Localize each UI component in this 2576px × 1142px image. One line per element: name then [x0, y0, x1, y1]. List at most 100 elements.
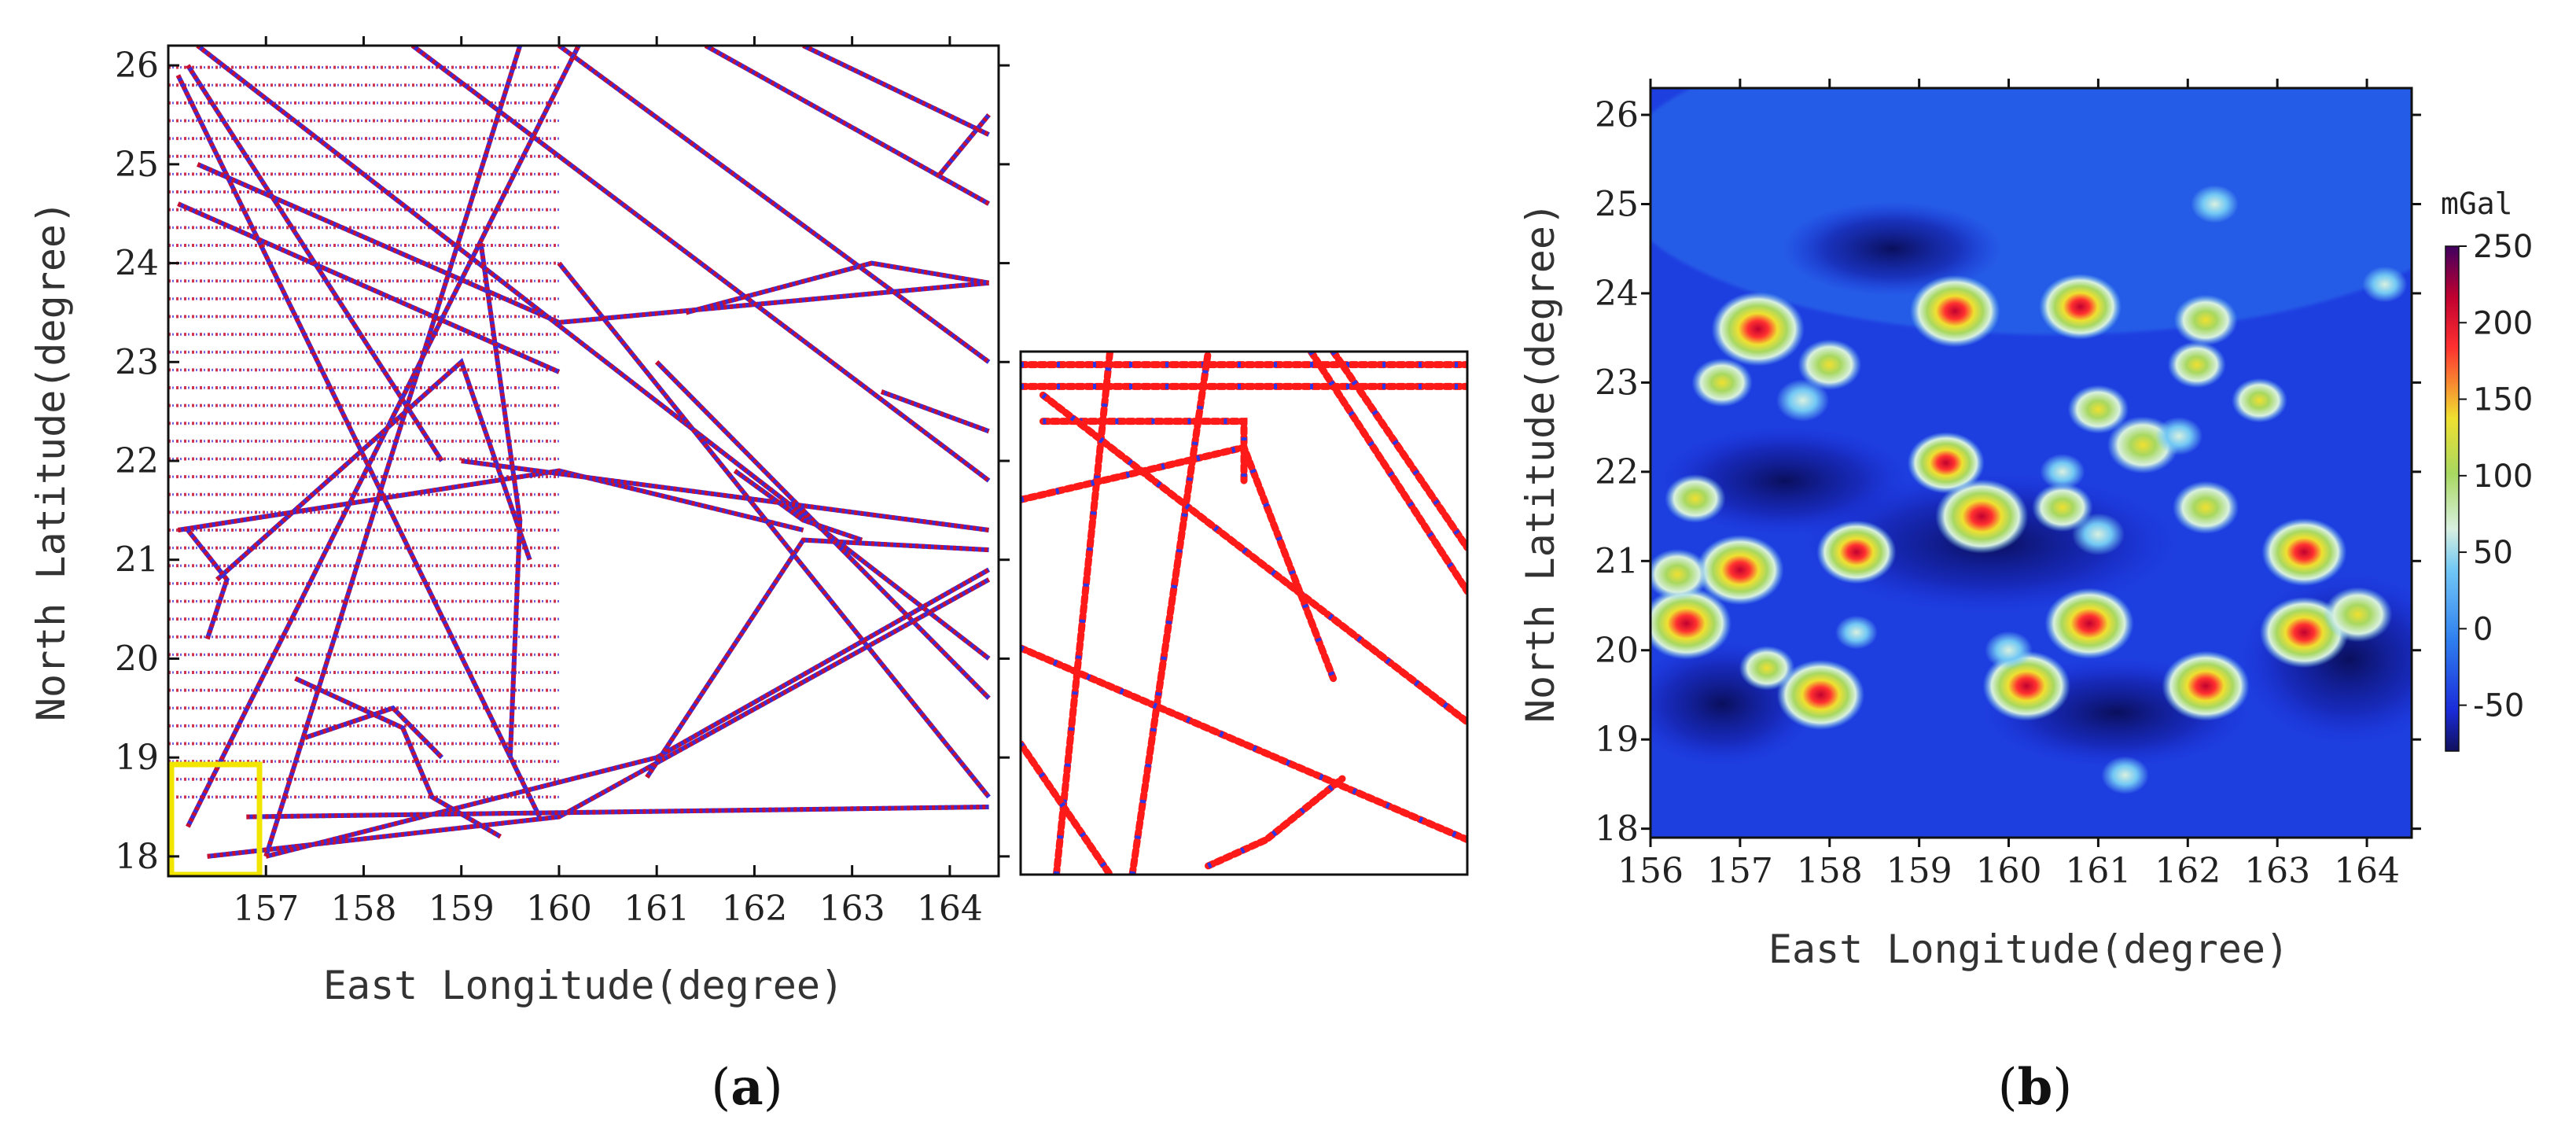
y-tick-label: 25 [115, 145, 159, 185]
y-tick-label: 21 [115, 540, 159, 580]
panel-a-background [168, 46, 999, 876]
anomaly-4 [1691, 358, 1753, 407]
colorbar-gradient [2445, 245, 2460, 752]
panel-label-a: (a) [711, 1058, 782, 1117]
anomaly-26 [1739, 646, 1795, 691]
ship-track-dots-0 [175, 74, 542, 818]
anomaly-13 [1696, 535, 1784, 606]
ship-track-13 [196, 46, 991, 661]
x-tick-label: 159 [1886, 851, 1952, 891]
ship-track-dots-15 [558, 46, 991, 364]
anomaly-3 [2173, 294, 2238, 346]
anomaly-10 [1907, 432, 1985, 494]
anomaly-21 [2323, 587, 2393, 643]
x-tick-label: 157 [233, 889, 299, 929]
colorbar-tick-label: 200 [2473, 305, 2533, 341]
anomaly-35 [2040, 454, 2085, 490]
ship-track-dots-25 [186, 529, 230, 640]
x-tick-label: 161 [624, 889, 690, 929]
ship-track-dots-4 [186, 64, 444, 462]
x-tick-label: 162 [2155, 851, 2221, 891]
anomaly-25 [2155, 417, 2203, 455]
colorbar-tick-label: 50 [2473, 535, 2513, 571]
inset-track-4 [1128, 352, 1213, 875]
panel-label-b: (b) [1998, 1058, 2073, 1117]
ship-track-24 [733, 469, 863, 543]
panel-label-a-open: ( [711, 1059, 730, 1117]
anomaly-23 [2071, 513, 2125, 556]
inset-chart [1019, 350, 1469, 876]
ship-track-dots-17 [802, 46, 990, 137]
anomaly-27 [1650, 549, 1709, 600]
anomaly-30 [1985, 631, 2033, 669]
ship-track-dots-19 [557, 261, 991, 799]
x-tick-label: 158 [1797, 851, 1863, 891]
colorbar-tick-label: 100 [2473, 459, 2533, 495]
panel-a-xlabel: East Longitude(degree) [323, 963, 844, 1008]
inset-track-11 [1205, 775, 1346, 870]
panel-b-xlabel: East Longitude(degree) [1768, 926, 2289, 972]
anomaly-22 [2032, 483, 2093, 532]
ship-track-2 [263, 46, 523, 857]
y-tick-label: 19 [115, 738, 159, 778]
anomaly-15 [1776, 659, 1865, 731]
inset-frame [1019, 350, 1469, 876]
anomaly-0 [1711, 292, 1805, 367]
y-tick-label: 19 [1595, 720, 1639, 760]
panel-a-ylabel: North Latitude(degree) [28, 201, 74, 721]
inset-tracks [1021, 352, 1467, 875]
colorbar-tick-label: -50 [2473, 688, 2524, 724]
y-tick-label: 26 [115, 46, 159, 86]
anomaly-20 [2261, 518, 2347, 587]
panel-b-ticks: 156 157 158 159 160 161 162 163 164 18 19 20 21 22 23 2… [1595, 79, 2421, 891]
anomaly-5 [1798, 339, 1862, 391]
anomaly-28 [2167, 341, 2226, 389]
y-tick-label: 24 [115, 244, 159, 284]
anomaly-8 [2172, 481, 2239, 534]
ship-track-dots-8 [294, 676, 502, 839]
panel-a-tracks [168, 46, 991, 859]
ship-track-dots-7 [478, 243, 523, 758]
y-tick-label: 18 [1595, 809, 1639, 849]
panel-b-frame [1649, 87, 2413, 839]
x-tick-label: 157 [1707, 851, 1773, 891]
ship-track-dots-21 [461, 459, 989, 532]
ship-track-dots-26 [304, 705, 443, 760]
ship-track-dots-6 [197, 162, 989, 326]
heatmap-basin [1782, 201, 2003, 297]
highlight-box [168, 761, 263, 878]
colorbar-unit: mGal [2441, 186, 2513, 221]
colorbar-ticks: 250 200 150 100 50 0 -50 [2459, 229, 2533, 724]
panel-b-ylabel: North Latitude(degree) [1518, 202, 1563, 723]
anomaly-31 [2101, 756, 2149, 794]
panel-label-b-letter: b [2018, 1058, 2053, 1117]
anomaly-24 [2232, 378, 2287, 423]
x-tick-label: 158 [330, 889, 396, 929]
x-tick-label: 164 [917, 889, 983, 929]
y-tick-label: 20 [115, 639, 159, 679]
x-tick-label: 163 [2244, 851, 2310, 891]
panel-a-chart: 157 158 159 160 161 162 163 164 18 19 20 21 22 23 24 25… [28, 36, 1010, 1008]
anomaly-12 [1816, 520, 1897, 584]
inset-track-2 [1039, 418, 1248, 486]
ship-track-dots-5 [215, 358, 532, 582]
x-tick-label: 159 [429, 889, 495, 929]
y-tick-label: 22 [1595, 452, 1639, 492]
ship-track-dots-1 [186, 46, 581, 828]
colorbar-tick-label: 250 [2473, 229, 2533, 265]
anomaly-29 [1776, 379, 1830, 422]
y-tick-label: 18 [115, 837, 159, 877]
ship-track-dots-18 [177, 468, 804, 532]
panel-b-heatmap [1650, 88, 2412, 838]
anomaly-1 [1909, 274, 2000, 348]
panel-a-ticks: 157 158 159 160 161 162 163 164 18 19 20 21 22 23 24 25… [115, 36, 1010, 929]
inset-track-9 [1021, 644, 1467, 844]
x-tick-label: 160 [526, 889, 592, 929]
ship-track-dots-27 [246, 805, 989, 820]
y-tick-label: 25 [1595, 184, 1639, 224]
panel-label-b-close: ) [2052, 1059, 2072, 1117]
inset-track-8 [1307, 352, 1467, 595]
panel-label-b-open: ( [1998, 1059, 2018, 1117]
x-tick-label: 156 [1617, 851, 1684, 891]
